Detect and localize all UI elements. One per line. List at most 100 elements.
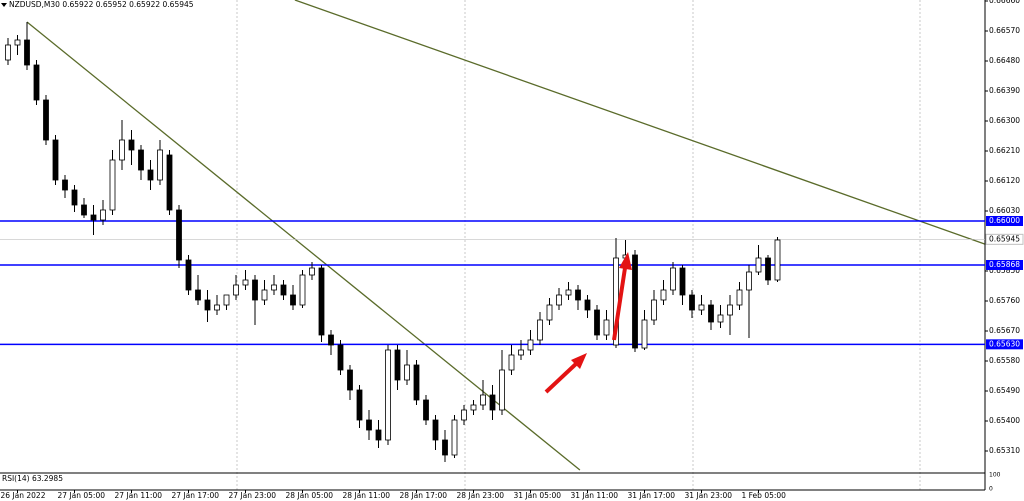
candle-body	[708, 304, 714, 323]
y-tick-label: 0.65490	[989, 386, 1020, 395]
candle-body	[109, 159, 116, 211]
candle-body	[119, 139, 125, 161]
x-tick-label: 27 Jan 23:00	[229, 491, 277, 500]
candle-body	[52, 139, 59, 181]
candle-body	[185, 259, 192, 291]
candle-body	[632, 254, 638, 349]
candle-body	[575, 289, 581, 301]
arrow	[612, 267, 627, 341]
level-tag	[986, 260, 1023, 270]
candle-body	[774, 239, 781, 281]
x-tick-label: 26 Jan 2022	[1, 491, 46, 500]
candle-body	[318, 267, 325, 336]
x-tick-label: 28 Jan 11:00	[343, 491, 391, 500]
candle-body	[309, 267, 315, 276]
candle-body	[5, 44, 11, 61]
candle-body	[736, 289, 743, 306]
candle-body	[375, 429, 382, 441]
candle-body	[356, 389, 363, 421]
candle-body	[385, 349, 391, 441]
x-tick-label: 31 Jan 05:00	[514, 491, 562, 500]
x-tick-label: 27 Jan 17:00	[172, 491, 220, 500]
candle-body	[765, 257, 771, 281]
x-tick-label: 31 Jan 23:00	[685, 491, 733, 500]
candle-body	[14, 39, 21, 46]
candle-body	[461, 409, 467, 421]
y-tick-label: 0.66300	[989, 116, 1020, 125]
candle-body	[290, 294, 296, 306]
candle-body	[204, 299, 211, 311]
current-price-label: 0.65945	[989, 234, 1020, 243]
candle-body	[62, 179, 68, 191]
candle-body	[233, 284, 239, 296]
trendline	[294, 0, 985, 245]
menu-icon	[1, 3, 7, 7]
arrow-head	[619, 252, 632, 270]
x-tick-label: 28 Jan 17:00	[400, 491, 448, 500]
candle-body	[195, 289, 201, 301]
candle-body	[157, 149, 163, 181]
y-tick-label: 0.66030	[989, 206, 1020, 215]
candle-body	[565, 289, 572, 296]
candle-body	[527, 339, 534, 351]
x-tick-label: 28 Jan 05:00	[286, 491, 334, 500]
candle-body	[546, 304, 553, 321]
candle-body	[755, 257, 762, 273]
candle-body	[261, 289, 268, 301]
level-label: 0.66000	[989, 216, 1020, 225]
candle-body	[689, 294, 695, 311]
x-tick-label: 27 Jan 05:00	[58, 491, 106, 500]
rsi-tick-label: 100	[989, 472, 1001, 479]
candle-body	[223, 294, 230, 306]
candle-body	[147, 169, 154, 181]
y-tick-label: 0.66390	[989, 86, 1020, 95]
candle-body	[366, 419, 372, 431]
candle-body	[651, 299, 657, 321]
arrow-head	[571, 353, 587, 369]
candle-body	[508, 354, 515, 371]
candle-body	[404, 364, 410, 381]
x-tick-label: 27 Jan 11:00	[115, 491, 163, 500]
candle-body	[698, 304, 705, 311]
rsi-tick-label: 0	[989, 486, 993, 493]
day-separators	[236, 0, 921, 490]
candle-body	[242, 279, 249, 286]
x-tick-label: 31 Jan 17:00	[628, 491, 676, 500]
candle-body	[584, 299, 591, 311]
candle-body	[641, 319, 648, 349]
candle-body	[71, 189, 78, 206]
y-tick-label: 0.65670	[989, 326, 1020, 335]
candle-body	[660, 289, 667, 301]
trendline	[26, 21, 581, 471]
candle-body	[328, 334, 334, 346]
candle-body	[556, 294, 562, 306]
candle-body	[299, 274, 306, 306]
rsi-label: RSI(14) 63.2985	[2, 474, 63, 483]
x-tick-label: 31 Jan 11:00	[571, 491, 619, 500]
y-tick-label: 0.66480	[989, 56, 1020, 65]
candle-body	[489, 394, 496, 411]
candle-body	[271, 284, 277, 291]
candle-body	[394, 349, 401, 381]
candle-body	[470, 404, 477, 411]
candle-body	[594, 309, 600, 336]
candle-body	[423, 399, 429, 421]
x-tick-label: 28 Jan 23:00	[457, 491, 505, 500]
candle-body	[746, 271, 752, 291]
candle-body	[252, 279, 258, 301]
x-tick-label: 1 Feb 05:00	[742, 491, 787, 500]
candle-body	[176, 209, 182, 261]
candle-body	[347, 369, 353, 391]
y-tick-label: 0.65580	[989, 356, 1020, 365]
candle-body	[33, 64, 40, 101]
y-tick-label: 0.66660	[989, 0, 1020, 5]
y-tick-label: 0.65400	[989, 416, 1020, 425]
candle-body	[413, 364, 420, 401]
candle-body	[24, 39, 30, 66]
y-tick-label: 0.66570	[989, 26, 1020, 35]
candle-body	[214, 304, 220, 311]
level-tag	[986, 216, 1023, 226]
candle-body	[451, 419, 458, 456]
